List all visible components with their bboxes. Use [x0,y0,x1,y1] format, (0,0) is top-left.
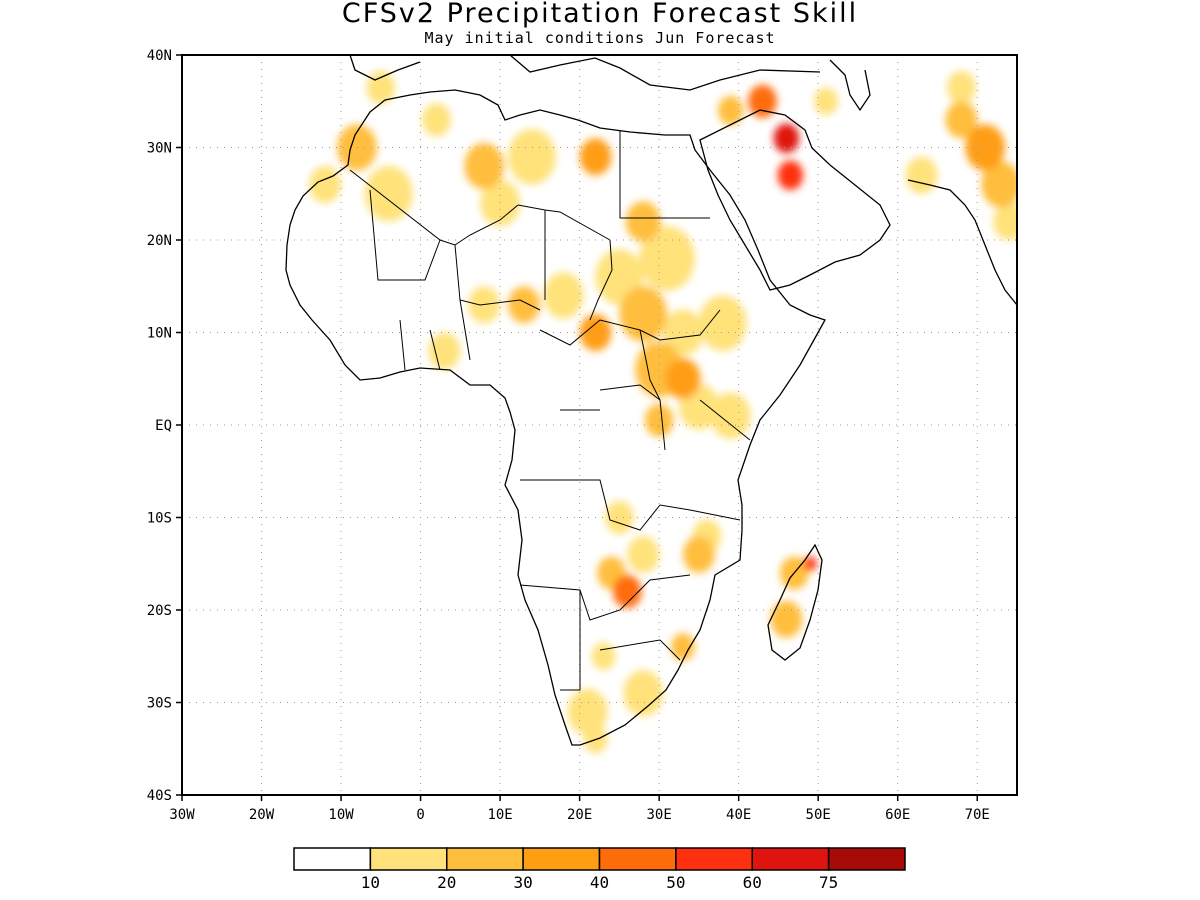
skill-patch [665,358,701,400]
skill-patch [905,156,938,194]
skill-patch [710,392,751,439]
lat-tick-label: 10S [147,511,172,527]
lon-tick-label: 10W [328,807,354,823]
skill-patch [619,286,668,342]
skill-patch [464,142,505,190]
lon-tick-label: 40E [726,807,751,823]
colorbar-label: 75 [819,873,838,892]
skill-patch [663,309,703,356]
skill-patch [625,201,661,242]
skill-patch [337,124,377,171]
map-frame [181,54,1018,796]
skill-patch [671,633,695,661]
lon-tick-label: 50E [806,807,831,823]
skill-patch [683,536,715,573]
skill-patch [428,332,461,370]
skill-patch [579,138,612,176]
lat-tick-label: EQ [155,418,172,434]
skill-shading-layer [309,70,1017,754]
lat-tick-label: 10N [147,326,172,342]
skill-patch [623,670,664,717]
skill-patch [803,556,817,572]
skill-patch [627,536,660,573]
india-coastline [907,179,1017,306]
skill-patch [698,295,747,351]
skill-patch [773,123,800,154]
latitude-labels: 40N 30N 20N 10N EQ 10S 20S 30S 40S [147,48,172,804]
colorbar-label: 20 [437,873,456,892]
colorbar-swatch [369,847,448,871]
skill-patch [309,166,342,203]
skill-patch [770,600,803,638]
skill-patch [613,574,642,609]
arabia-coastline [699,109,891,291]
lon-tick-label: 60E [885,807,910,823]
longitude-labels: 30W 20W 10W 0 10E 20E 30E 40E 50E 60E 70E [169,807,990,823]
skill-patch [644,403,674,438]
skill-patch [993,203,1017,240]
lat-tick-label: 30N [147,141,172,157]
colorbar-swatch [675,847,753,871]
colorbar-swatch [751,847,830,871]
skill-patch [814,87,839,116]
lon-tick-label: 20E [567,807,592,823]
colorbar: 10 20 30 40 50 60 75 [293,847,906,892]
colorbar-label: 40 [590,873,609,892]
chart-title: CFSv2 Precipitation Forecast Skill [341,0,859,29]
africa-coastline [285,89,826,746]
skill-patch [748,84,777,118]
skill-patch [364,166,413,222]
lon-tick-label: 30E [646,807,671,823]
colorbar-label: 50 [666,873,685,892]
lat-tick-label: 20N [147,233,172,249]
iberia-north-coast [349,55,421,81]
madagascar-coastline [767,543,823,661]
skill-patch [965,124,1006,171]
skill-patch [543,272,584,319]
skill-patch [508,129,556,185]
lat-tick-label: 30S [147,696,172,712]
lon-tick-label: 0 [416,807,424,823]
skill-patch [777,160,804,191]
coastlines [285,55,1017,746]
skill-patch [422,103,451,137]
colorbar-swatch [446,847,524,871]
lat-tick-label: 40N [147,48,172,64]
colorbar-label: 10 [361,873,380,892]
lon-tick-label: 20W [249,807,275,823]
chart-subtitle: May initial conditions Jun Forecast [424,29,776,47]
lon-tick-label: 30W [169,807,195,823]
skill-patch [945,101,978,139]
colorbar-swatch [522,847,601,871]
lon-tick-label: 10E [487,807,512,823]
colorbar-swatch [598,847,677,871]
border-lines [349,130,751,691]
lon-tick-label: 70E [965,807,990,823]
skill-patch [567,688,608,735]
skill-patch [508,286,540,324]
lat-tick-label: 40S [147,788,172,804]
skill-patch [717,95,744,126]
mediterranean-north-coast [509,55,821,91]
colorbar-swatch [293,847,372,871]
skill-patch [947,70,976,105]
colorbar-swatch [827,847,906,871]
skill-patch [981,161,1017,208]
colorbar-label: 60 [743,873,762,892]
skill-patch [639,226,695,291]
skill-patch [591,642,616,671]
lat-tick-label: 20S [147,603,172,619]
caspian-coast [829,59,871,112]
colorbar-label: 30 [513,873,532,892]
